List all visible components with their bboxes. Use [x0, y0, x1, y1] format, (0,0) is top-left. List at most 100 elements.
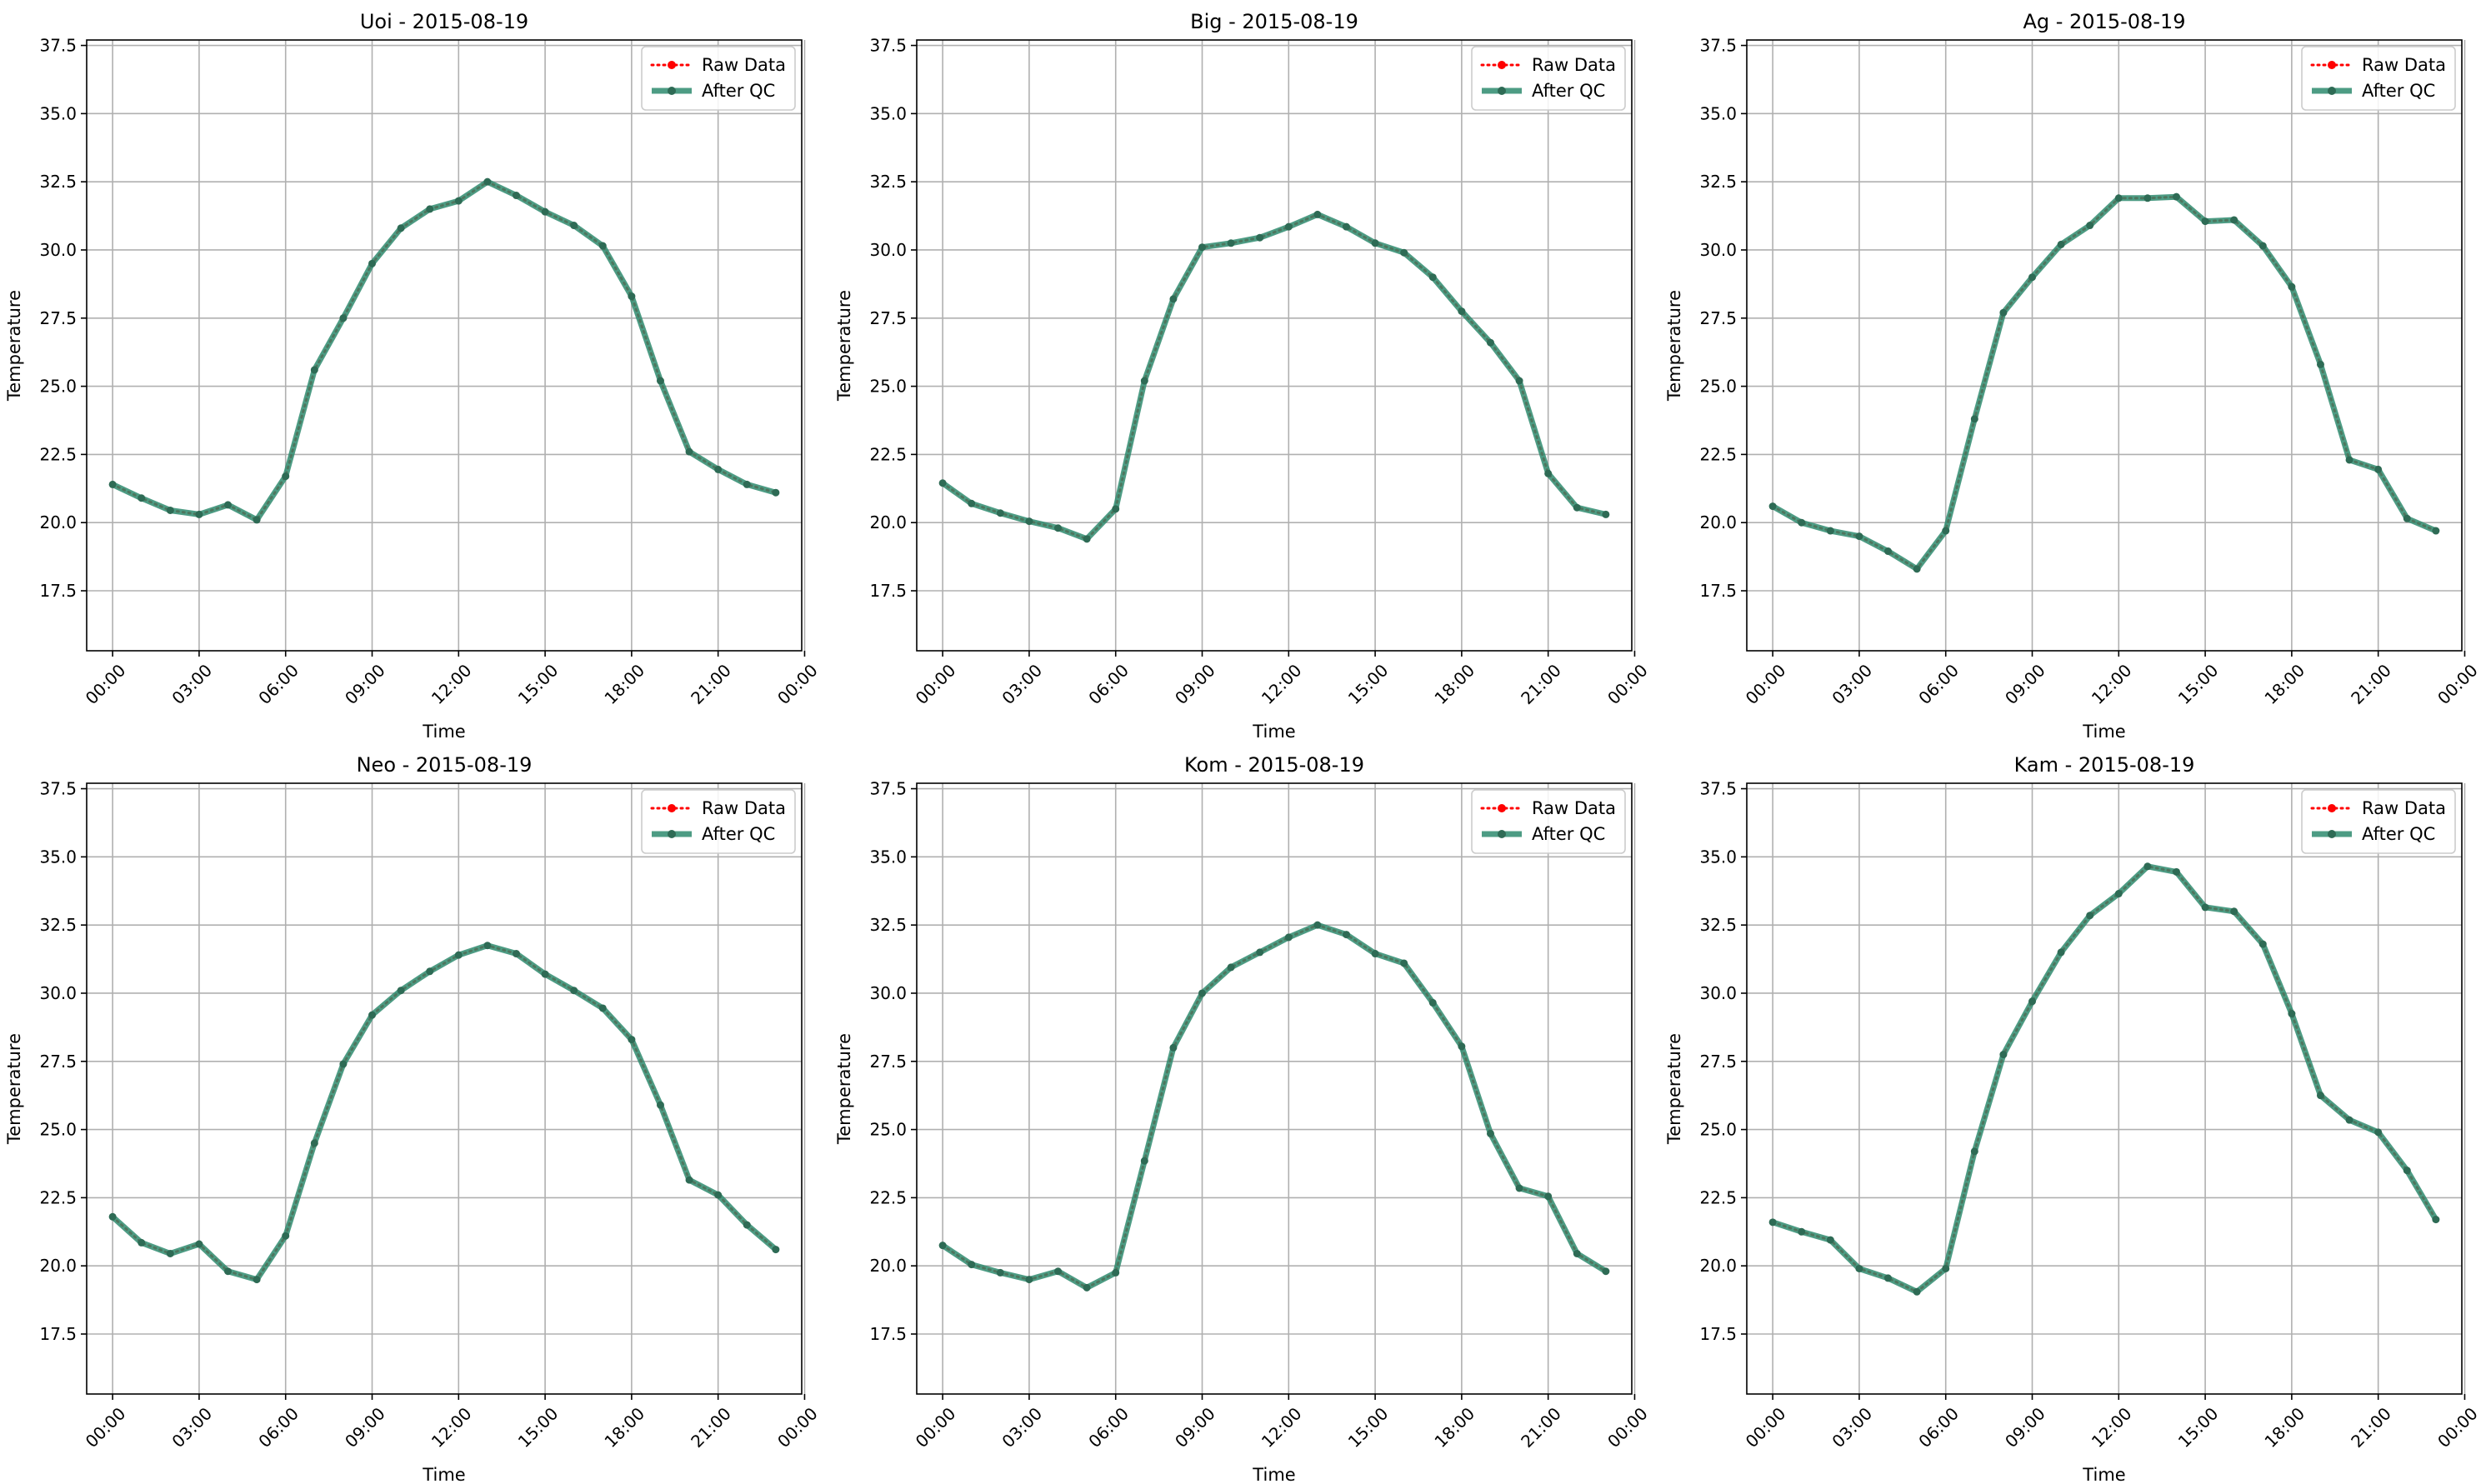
- x-tick-label: 03:00: [998, 1403, 1046, 1452]
- x-tick-label: 00:00: [1742, 1403, 1790, 1452]
- after-qc-point: [426, 967, 434, 976]
- y-tick-label: 32.5: [39, 915, 77, 935]
- legend-qc-marker: [2328, 830, 2336, 838]
- subplot: 17.5 20.0 22.5 25.0 27.5 30.0 32.5 35.0 37.5 00:0…: [1664, 10, 2482, 742]
- after-qc-point: [1458, 1042, 1466, 1051]
- y-tick-label: 35.0: [1699, 103, 1737, 123]
- after-qc-point: [2143, 194, 2152, 202]
- after-qc-point: [1515, 377, 1523, 385]
- y-tick-label: 35.0: [39, 847, 77, 867]
- after-qc-point: [541, 207, 549, 216]
- y-tick-label: 27.5: [39, 308, 77, 328]
- x-tick-label: 21:00: [687, 660, 735, 708]
- x-tick-label: 06:00: [1084, 1403, 1133, 1452]
- after-qc-point: [1256, 948, 1264, 957]
- y-tick-label: 35.0: [1699, 847, 1737, 867]
- after-qc-point: [2057, 240, 2065, 248]
- y-tick-label: 17.5: [1699, 1324, 1737, 1344]
- legend-qc-marker: [2328, 87, 2336, 95]
- y-tick-label: 27.5: [1699, 308, 1737, 328]
- x-tick-label: 00:00: [1603, 1403, 1652, 1452]
- legend-qc-label: After QC: [1532, 81, 1605, 101]
- after-qc-point: [996, 1268, 1004, 1277]
- subplot: 17.5 20.0 22.5 25.0 27.5 30.0 32.5 35.0 37.5 00:0…: [834, 753, 1652, 1484]
- after-qc-point: [570, 222, 578, 230]
- x-tick-label: 18:00: [600, 660, 648, 708]
- after-qc-point: [1798, 518, 1806, 527]
- after-qc-point: [1458, 307, 1466, 316]
- y-tick-label: 32.5: [1699, 172, 1737, 192]
- y-tick-label: 20.0: [1699, 1256, 1737, 1276]
- legend-raw-label: Raw Data: [702, 55, 786, 75]
- after-qc-point: [2028, 997, 2037, 1006]
- x-tick-label: 00:00: [773, 1403, 822, 1452]
- after-qc-point: [426, 205, 434, 213]
- raw-data-line: [941, 212, 1608, 541]
- chart-title: Big - 2015-08-19: [1190, 10, 1358, 33]
- after-qc-point: [2172, 867, 2180, 876]
- legend-raw-label: Raw Data: [702, 798, 786, 818]
- after-qc-point: [2057, 948, 2065, 957]
- x-tick-label: 00:00: [912, 1403, 960, 1452]
- legend-raw-label: Raw Data: [2362, 798, 2446, 818]
- raw-data-line: [941, 923, 1608, 1290]
- x-axis-label: Time: [2082, 722, 2125, 742]
- legend: Raw Data After QC: [2301, 789, 2456, 854]
- y-tick-label: 37.5: [1699, 36, 1737, 56]
- after-qc-point: [598, 242, 607, 250]
- x-tick-label: 00:00: [1742, 660, 1790, 708]
- after-qc-line: [939, 922, 1609, 1291]
- x-tick-label: 00:00: [912, 660, 960, 708]
- legend-box: [641, 789, 796, 854]
- x-tick-label: 15:00: [1344, 660, 1393, 708]
- y-tick-label: 20.0: [39, 512, 77, 532]
- legend-raw-label: Raw Data: [1532, 55, 1616, 75]
- after-qc-line: [109, 942, 779, 1283]
- plot-frame: [1746, 782, 2463, 1395]
- x-tick-label: 09:00: [1171, 1403, 1219, 1452]
- x-tick-label: 06:00: [1914, 660, 1963, 708]
- x-tick-label: 18:00: [2260, 1403, 2308, 1452]
- y-tick-label: 27.5: [39, 1052, 77, 1072]
- x-axis-label: Time: [1252, 722, 1295, 742]
- subplot: 17.5 20.0 22.5 25.0 27.5 30.0 32.5 35.0 37.5 00:0…: [4, 753, 822, 1484]
- after-qc-point: [2316, 1092, 2324, 1100]
- after-qc-point: [1227, 239, 1235, 247]
- after-qc-point: [2230, 216, 2238, 224]
- after-qc-point: [1970, 415, 1978, 423]
- after-qc-point: [2258, 242, 2267, 250]
- legend: Raw Data After QC: [641, 46, 796, 111]
- chart-title: Kom - 2015-08-19: [1184, 753, 1364, 777]
- after-qc-point: [108, 1212, 117, 1221]
- after-qc-point: [1313, 921, 1322, 929]
- after-qc-point: [2143, 862, 2152, 871]
- y-tick-label: 25.0: [869, 377, 907, 397]
- legend-qc-label: After QC: [1532, 824, 1605, 844]
- legend-box: [641, 46, 796, 111]
- x-tick-label: 06:00: [254, 660, 303, 708]
- x-tick-label: 03:00: [1828, 660, 1876, 708]
- legend-qc-label: After QC: [2362, 824, 2435, 844]
- y-tick-label: 20.0: [869, 1256, 907, 1276]
- legend-raw-marker: [2328, 804, 2336, 812]
- y-tick-label: 32.5: [39, 172, 77, 192]
- after-qc-point: [282, 472, 290, 481]
- plot-frame: [86, 782, 803, 1395]
- y-tick-label: 25.0: [39, 1120, 77, 1140]
- legend-qc-marker: [1498, 87, 1506, 95]
- y-tick-label: 25.0: [869, 1120, 907, 1140]
- legend-qc-marker: [668, 87, 676, 95]
- x-tick-label: 00:00: [82, 660, 130, 708]
- after-qc-point: [339, 314, 348, 322]
- y-axis-label: Temperature: [4, 1033, 24, 1145]
- after-qc-point: [1573, 1249, 1581, 1257]
- legend-raw-marker: [2328, 61, 2336, 69]
- plot-frame: [916, 39, 1633, 652]
- x-tick-label: 03:00: [998, 660, 1046, 708]
- y-tick-label: 27.5: [869, 308, 907, 328]
- legend-raw-marker: [1498, 804, 1506, 812]
- x-tick-label: 09:00: [2001, 660, 2049, 708]
- after-qc-point: [310, 366, 318, 374]
- after-qc-point: [656, 1101, 664, 1109]
